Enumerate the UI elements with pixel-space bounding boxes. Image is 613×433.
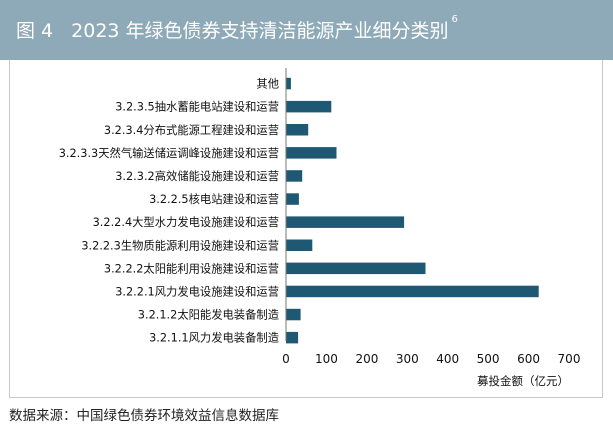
x-tick-label: 700 xyxy=(558,352,581,366)
category-label: 3.2.1.2太阳能发电装备制造 xyxy=(138,308,279,322)
bar xyxy=(286,308,301,321)
category-label: 其他 xyxy=(256,78,279,91)
footnote-mark: 6 xyxy=(451,14,458,25)
x-axis-label: 募投金额（亿元） xyxy=(477,374,569,388)
bar xyxy=(286,124,309,136)
category-label: 3.2.3.5抽水蓄能电站建设和运营 xyxy=(115,100,279,114)
bar xyxy=(286,239,313,251)
x-tick-label: 0 xyxy=(282,352,290,366)
bar xyxy=(286,170,303,182)
bar xyxy=(286,193,299,205)
bar xyxy=(286,262,426,275)
chart-title: 图 4 2023 年绿色债券支持清洁能源产业细分类别6 xyxy=(16,14,458,43)
bar xyxy=(286,331,299,344)
category-label: 3.2.3.3天然气输送储运调峰设施建设和运营 xyxy=(59,146,279,160)
category-label: 3.2.2.5核电站建设和运营 xyxy=(149,192,279,206)
bar xyxy=(286,216,405,228)
x-tick-label: 400 xyxy=(436,352,459,366)
bar xyxy=(286,147,337,159)
bar-chart: 其他 3.2.3.5抽水蓄能电站建设和运营 3.2.3.4分布式能源工程建设和运营 3… xyxy=(59,68,581,388)
category-label: 3.2.3.2高效储能设施建设和运营 xyxy=(115,169,279,183)
x-tick-label: 100 xyxy=(315,352,338,366)
x-tick-label: 600 xyxy=(517,352,540,366)
category-label: 3.2.2.3生物质能源利用设施建设和运营 xyxy=(81,238,279,252)
bar xyxy=(286,100,332,113)
chart-frame xyxy=(9,60,603,398)
x-tick-label: 200 xyxy=(355,352,378,366)
category-label: 3.2.2.2太阳能利用设施建设和运营 xyxy=(104,261,279,275)
x-tick-label: 300 xyxy=(396,352,419,366)
category-label: 3.2.2.4大型水力发电设施建设和运营 xyxy=(93,215,279,229)
title-banner: 图 4 2023 年绿色债券支持清洁能源产业细分类别6 xyxy=(0,0,613,60)
bar xyxy=(286,77,291,90)
figure-label: 图 4 xyxy=(16,20,54,42)
title-text: 2023 年绿色债券支持清洁能源产业细分类别 xyxy=(71,20,449,42)
category-label: 3.2.1.1风力发电装备制造 xyxy=(149,331,279,345)
x-tick-label: 500 xyxy=(477,352,500,366)
category-label: 3.2.3.4分布式能源工程建设和运营 xyxy=(104,123,279,137)
category-label: 3.2.2.1风力发电设施建设和运营 xyxy=(115,284,279,298)
source-note: 数据来源：中国绿色债券环境效益信息数据库 xyxy=(9,408,279,424)
bar xyxy=(286,285,539,298)
